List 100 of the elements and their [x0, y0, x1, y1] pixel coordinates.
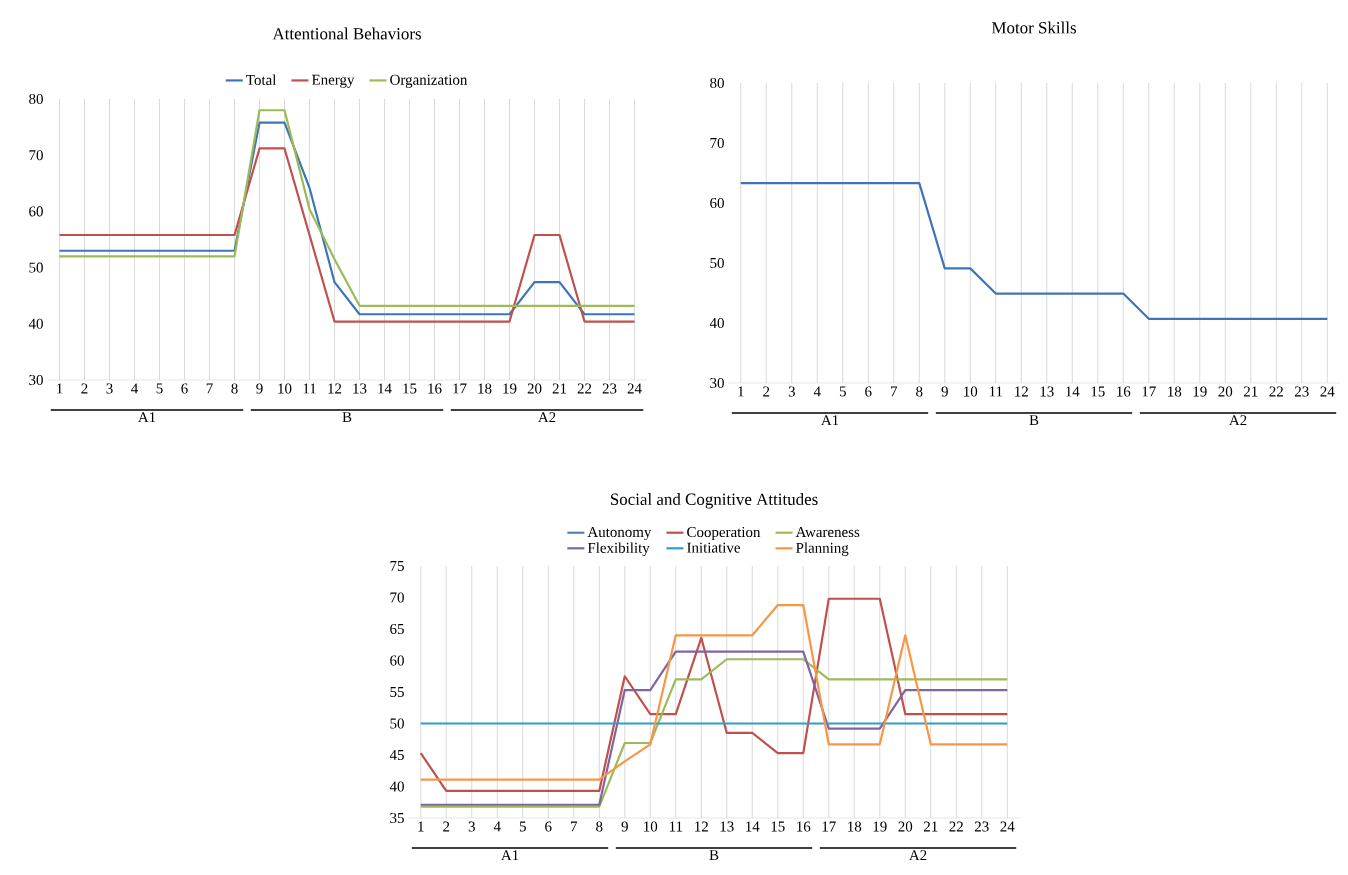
y-tick-label: 60	[29, 206, 43, 217]
x-tick-label: 23	[1294, 386, 1309, 397]
y-tick-label: 40	[28, 318, 43, 329]
x-tick-label: 23	[974, 821, 989, 832]
x-tick-label: 12	[695, 821, 708, 832]
x-tick-label: 6	[545, 821, 552, 832]
x-tick-label: 10	[278, 383, 292, 394]
y-tick-label: 30	[29, 374, 43, 386]
legend-label: Initiative	[687, 542, 740, 553]
x-tick-label: 24	[627, 383, 642, 394]
x-tick-label: 18	[848, 821, 862, 832]
legend-label: Energy	[311, 74, 355, 88]
x-tick-label: 5	[839, 386, 846, 397]
x-tick-label: 8	[596, 821, 603, 832]
x-tick-label: 14	[378, 383, 392, 394]
y-tick-label: 50	[29, 262, 43, 273]
x-tick-label: 12	[328, 383, 342, 394]
x-tick-label: 20	[1218, 386, 1233, 397]
text: B	[709, 850, 719, 861]
x-tick-label: 3	[106, 383, 113, 394]
text: A2	[909, 850, 927, 861]
y-tick-label: 30	[710, 377, 724, 389]
x-tick-label: 17	[453, 383, 467, 394]
legend-label: Autonomy	[587, 527, 652, 541]
x-tick-label: 15	[771, 821, 785, 832]
legend-label: Flexibility	[587, 542, 650, 556]
x-tick-label: 16	[428, 383, 442, 394]
x-tick-label: 6	[181, 383, 188, 394]
x-tick-label: 3	[788, 386, 795, 397]
legend-label: Awareness	[795, 527, 860, 538]
y-tick-label: 75	[390, 561, 404, 571]
x-tick-label: 19	[873, 821, 887, 832]
x-tick-label: 13	[353, 383, 367, 394]
legend-label: Cooperation	[687, 527, 761, 541]
x-tick-label: 16	[797, 821, 811, 832]
text: B	[1029, 415, 1039, 426]
x-tick-label: 2	[763, 386, 770, 397]
x-tick-label: 1	[738, 386, 744, 397]
x-tick-label: 3	[468, 821, 475, 832]
x-tick-label: 21	[552, 383, 567, 394]
x-tick-label: 4	[131, 383, 138, 394]
y-tick-label: 55	[390, 687, 404, 697]
x-tick-label: 14	[1066, 386, 1080, 397]
text: A2	[1229, 415, 1247, 426]
x-tick-label: 7	[571, 821, 578, 832]
x-tick-label: 9	[256, 383, 263, 394]
x-tick-label: 19	[503, 383, 517, 394]
x-tick-label: 2	[81, 383, 88, 394]
y-tick-label: 50	[710, 257, 724, 269]
legend-label: Total	[246, 74, 277, 86]
x-tick-label: 22	[1269, 386, 1283, 397]
y-tick-label: 60	[710, 197, 724, 209]
text: A1	[821, 415, 839, 426]
text: B	[342, 412, 352, 423]
x-tick-label: 7	[891, 386, 898, 397]
x-tick-label: 13	[720, 821, 734, 832]
y-tick-label: 60	[390, 655, 404, 666]
x-tick-label: 24	[1320, 386, 1335, 397]
y-tick-label: 40	[389, 781, 404, 792]
x-tick-label: 8	[916, 386, 923, 397]
chart-title: Motor Skills	[991, 21, 1077, 34]
x-tick-label: 9	[621, 821, 628, 832]
x-tick-label: 16	[1117, 386, 1131, 397]
x-tick-label: 11	[989, 386, 1003, 397]
x-tick-label: 5	[519, 821, 526, 832]
y-tick-label: 80	[29, 93, 43, 105]
x-tick-label: 18	[478, 383, 492, 394]
y-tick-label: 40	[709, 317, 724, 329]
legend-label: Planning	[796, 542, 849, 556]
x-tick-label: 5	[156, 383, 163, 394]
x-tick-label: 18	[1168, 386, 1182, 397]
x-tick-label: 11	[303, 383, 316, 394]
x-tick-label: 8	[231, 383, 238, 394]
text: A1	[501, 850, 519, 861]
y-tick-label: 70	[390, 592, 404, 603]
x-tick-label: 4	[493, 821, 501, 832]
y-tick-label: 65	[390, 623, 404, 635]
x-tick-label: 17	[822, 821, 836, 832]
y-tick-label: 80	[710, 77, 724, 89]
x-tick-label: 13	[1040, 386, 1054, 397]
chart-title: Attentional Behaviors	[272, 27, 421, 40]
y-tick-label: 45	[389, 750, 404, 760]
x-tick-label: 22	[949, 821, 963, 832]
text: A1	[138, 412, 156, 423]
x-tick-label: 1	[418, 821, 424, 832]
y-tick-label: 70	[710, 137, 724, 149]
y-tick-label: 70	[29, 150, 43, 161]
x-tick-label: 10	[964, 386, 978, 397]
y-tick-label: 50	[390, 718, 404, 729]
x-tick-label: 1	[57, 383, 63, 394]
legend-label: Organization	[390, 74, 468, 88]
chart-title: Social and Cognitive Attitudes	[610, 493, 818, 509]
x-tick-label: 19	[1193, 386, 1207, 397]
x-tick-label: 21	[1243, 386, 1258, 397]
y-tick-label: 35	[390, 812, 404, 824]
x-tick-label: 21	[923, 821, 938, 832]
x-tick-label: 10	[644, 821, 658, 832]
x-tick-label: 23	[602, 383, 617, 394]
text: A2	[538, 412, 556, 423]
x-tick-label: 20	[898, 821, 913, 832]
